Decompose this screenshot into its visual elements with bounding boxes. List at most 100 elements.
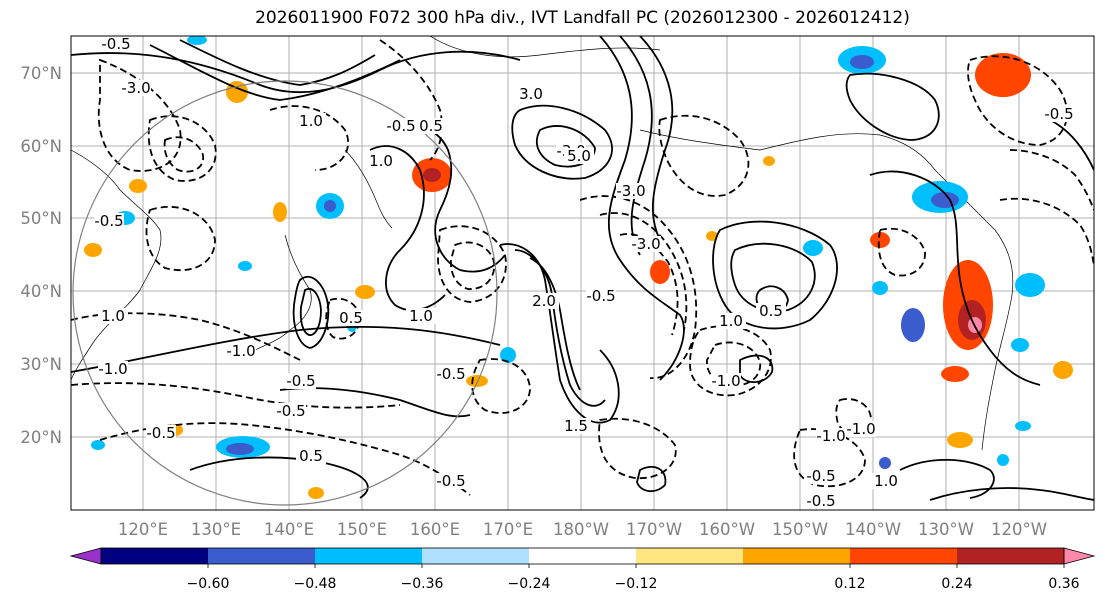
contour-label-bg (616, 183, 646, 199)
fill-negative (1011, 338, 1029, 352)
colorbar-segment (208, 548, 316, 564)
colorbar-tick-label: −0.24 (508, 576, 551, 592)
colorbar-extend-max (1063, 547, 1096, 565)
fill-positive (423, 168, 441, 182)
fill-negative (1015, 273, 1045, 297)
contour-label: -0.5 (94, 212, 123, 230)
contour-label: 1.0 (101, 307, 125, 325)
fill-negative (850, 55, 874, 69)
colorbar-segment (315, 548, 423, 564)
contour-line (1049, 119, 1094, 171)
contour-label: -0.5 (586, 287, 615, 305)
contour-line (869, 170, 1041, 386)
reference-circle (72, 80, 498, 506)
contour-line (598, 417, 677, 479)
contour-line (899, 458, 995, 499)
contour-label-bg (871, 473, 901, 489)
contour-label-bg (631, 236, 661, 252)
contour-label: -0.5 (436, 365, 465, 383)
contour-label-bg (386, 118, 416, 134)
contour-line (437, 225, 507, 303)
contour-label: 1.0 (369, 152, 393, 170)
contour-label: -1.0 (846, 420, 875, 438)
contour-label-bg (98, 308, 128, 324)
fill-negative (324, 200, 336, 212)
contour-label-bg (406, 308, 436, 324)
contour-line (619, 36, 653, 256)
fill-negative (187, 36, 207, 45)
longitude-label: 140°E (264, 520, 314, 539)
contour-label: 1.5 (564, 417, 588, 435)
fill-positive (273, 202, 287, 222)
colorbar-tick-label: 0.12 (834, 576, 865, 592)
colorbar (69, 547, 1096, 565)
contour-label-bg (711, 373, 741, 389)
contour-label: 0.5 (419, 117, 443, 135)
colorbar-tick-label: −0.36 (401, 576, 444, 592)
contour-line (179, 39, 376, 86)
longitude-label: 120°W (991, 520, 1047, 539)
coastline-north-america (934, 169, 1014, 451)
longitude-label: 160°E (410, 520, 460, 539)
contours-negative (71, 39, 1094, 496)
contour-line (450, 241, 496, 290)
contour-label-bg (846, 421, 876, 437)
contour-line (149, 44, 401, 101)
contour-label-bg (586, 288, 616, 304)
longitude-label: 120°E (118, 520, 168, 539)
contour-label-bg (716, 313, 746, 329)
colorbar-tick-label: −0.12 (615, 576, 658, 592)
map-frame (70, 35, 1095, 511)
fill-negative (226, 443, 254, 455)
coastline-alaska (639, 129, 936, 171)
contour-label-bg (98, 361, 128, 377)
colorbar-segment (743, 548, 851, 564)
fill-positive (308, 487, 324, 499)
fill-positive (947, 432, 973, 448)
contour-line (71, 50, 521, 94)
fill-negative (91, 440, 105, 450)
contour-label-bg (286, 373, 316, 389)
contour-label-bg (806, 493, 836, 509)
contour-line (689, 325, 772, 397)
latitude-label: 20°N (20, 428, 62, 447)
contour-line (877, 227, 926, 277)
colorbar-segment (529, 548, 637, 564)
contour-line (967, 55, 1068, 146)
contour-line (145, 205, 216, 272)
contour-label-bg (529, 293, 559, 309)
contour-label-bg (561, 418, 591, 434)
contour-label: -0.5 (286, 372, 315, 390)
fill-positive (129, 179, 147, 193)
contour-label-bg (366, 153, 396, 169)
contour-line (712, 220, 838, 330)
colorbar-tick-label: −0.60 (187, 576, 230, 592)
contour-label-bg (756, 303, 786, 319)
map-background (71, 36, 1094, 510)
contour-label: -0.5 (146, 424, 175, 442)
contour-label-bg (296, 448, 326, 464)
contour-label: -1.0 (226, 342, 255, 360)
contour-line (599, 36, 685, 381)
fill-negative (238, 261, 252, 271)
contour-label-bg (146, 425, 176, 441)
contour-line (658, 114, 750, 197)
colorbar-tick-label: 0.24 (941, 576, 972, 592)
contour-label: -0.5 (436, 472, 465, 490)
contour-label: 1.0 (299, 112, 323, 130)
contour-label-bg (564, 148, 594, 164)
fill-positive (1053, 361, 1073, 379)
contour-label: -3.0 (616, 182, 645, 200)
contour-line (730, 242, 816, 313)
contour-line (147, 115, 217, 182)
contour-label: -3.0 (121, 79, 150, 97)
contour-label: 5.0 (567, 147, 591, 165)
longitude-label: 150°E (337, 520, 387, 539)
fill-negative (879, 457, 891, 469)
fill-positive (84, 243, 102, 257)
longitude-label: 170°W (626, 520, 682, 539)
fill-positive (870, 232, 890, 248)
fill-negative (803, 240, 823, 256)
contour-label: 2.0 (532, 292, 556, 310)
colorbar-segment (422, 548, 530, 564)
